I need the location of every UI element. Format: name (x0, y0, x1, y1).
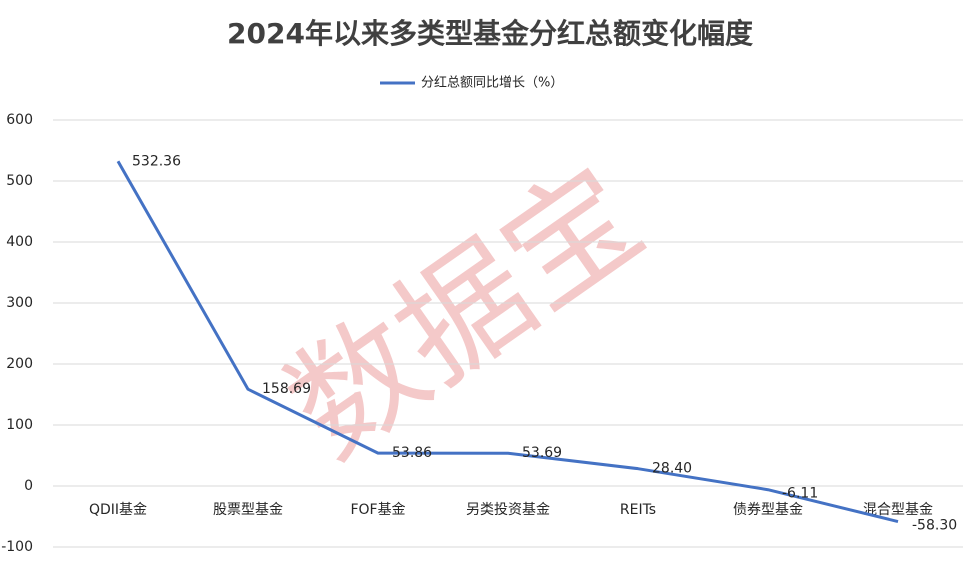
y-tick-label: 200 (6, 356, 33, 372)
line-series (116, 160, 899, 524)
x-tick-label: QDII基金 (89, 501, 147, 518)
x-tick-label: FOF基金 (350, 501, 405, 518)
x-tick-label: 债券型基金 (733, 501, 803, 518)
watermark: 数据宝 (261, 138, 668, 486)
data-label: -58.30 (912, 518, 957, 534)
data-label: 28.40 (652, 461, 692, 477)
data-label: 53.86 (392, 445, 432, 461)
x-tick-label: REITs (620, 502, 656, 518)
y-tick-label: 600 (6, 112, 33, 128)
y-tick-label: 300 (6, 295, 33, 311)
y-tick-label: -100 (1, 539, 33, 555)
x-tick-label: 股票型基金 (213, 501, 283, 518)
y-tick-label: 500 (6, 173, 33, 189)
data-label: -6.11 (782, 486, 818, 502)
y-tick-label: 100 (6, 417, 33, 433)
x-tick-label: 另类投资基金 (466, 501, 550, 518)
y-tick-label: 0 (24, 478, 33, 494)
data-label: 532.36 (132, 153, 181, 169)
x-tick-label: 混合型基金 (863, 501, 933, 518)
legend-label: 分红总额同比增长（%） (421, 75, 563, 91)
data-label: 53.69 (522, 445, 562, 461)
y-tick-label: 400 (6, 234, 33, 250)
chart-title: 2024年以来多类型基金分红总额变化幅度 (227, 17, 753, 50)
data-label: 158.69 (262, 381, 311, 397)
